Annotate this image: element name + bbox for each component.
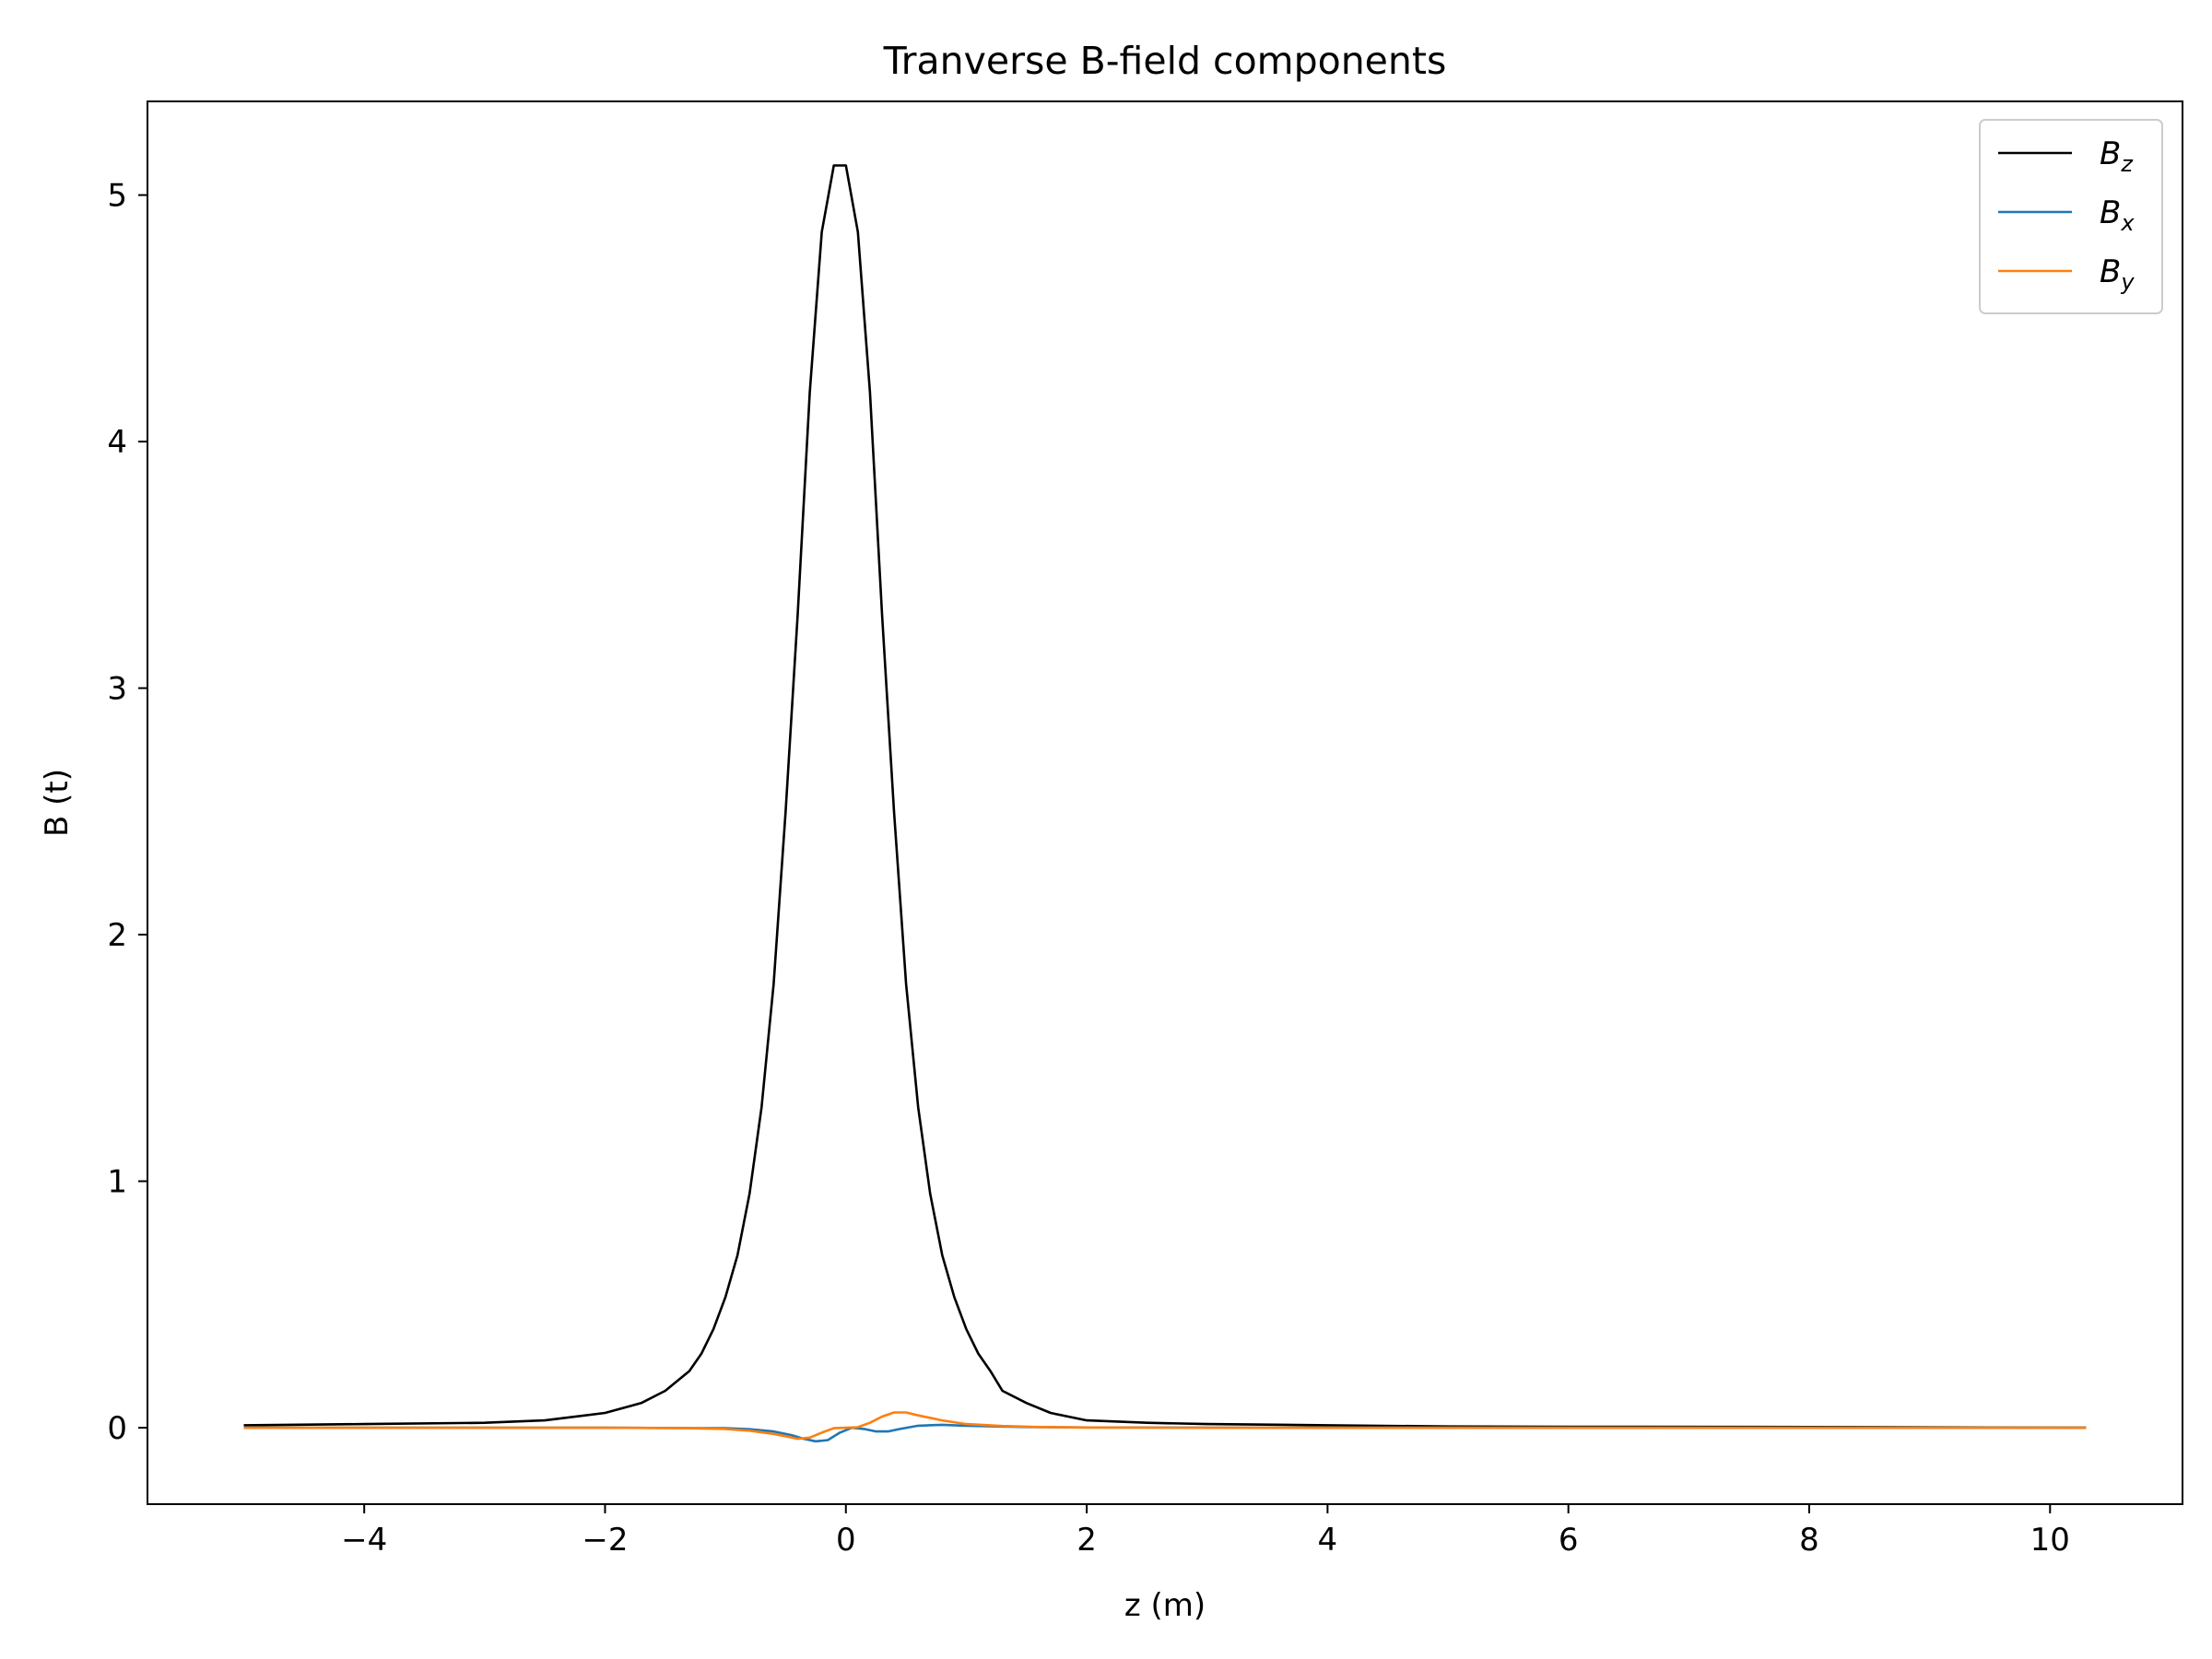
y-tick-label: 5: [107, 178, 127, 215]
legend[interactable]: Bz Bx By: [1979, 119, 2163, 314]
plot-frame: [147, 100, 2183, 1505]
x-tick-label: 0: [836, 1522, 856, 1559]
y-axis: 0 1 2 3 4 5: [107, 178, 147, 1447]
series-layer: [243, 164, 2087, 1443]
x-tick-label: 4: [1318, 1522, 1338, 1559]
x-axis: −4 −2 0 2 4 6 8 10: [341, 1504, 2070, 1559]
legend-box: [1979, 119, 2163, 314]
y-tick-label: 0: [107, 1410, 127, 1447]
series-line-b-z: [243, 164, 2087, 1430]
y-tick-label: 4: [107, 424, 127, 461]
y-tick-label: 2: [107, 917, 127, 954]
series-line-b-y: [243, 1411, 2087, 1441]
y-axis-label: B (t): [39, 769, 76, 837]
legend-label-x: Bx: [2100, 194, 2135, 236]
x-tick-label: 6: [1559, 1522, 1579, 1559]
x-tick-label: −2: [582, 1522, 628, 1559]
x-tick-label: 2: [1077, 1522, 1097, 1559]
y-tick-label: 1: [107, 1164, 127, 1201]
x-tick-label: −4: [341, 1522, 387, 1559]
legend-label-y: By: [2100, 253, 2135, 295]
x-tick-label: 8: [1799, 1522, 1819, 1559]
x-axis-label: z (m): [1124, 1587, 1206, 1624]
chart-title: Tranverse B-field components: [883, 39, 1447, 83]
x-tick-label: 10: [2030, 1522, 2070, 1559]
legend-label-z: Bz: [2100, 135, 2134, 177]
y-tick-label: 3: [107, 671, 127, 708]
